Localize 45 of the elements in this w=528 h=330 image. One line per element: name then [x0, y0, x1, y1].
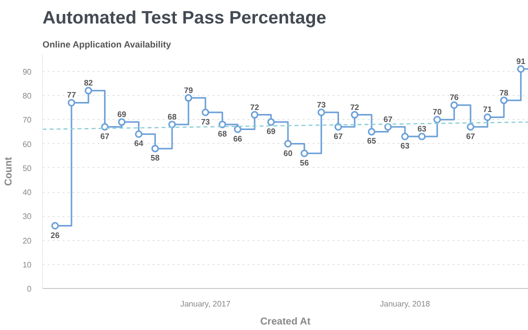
x-tick-label: January, 2018 [380, 300, 431, 308]
data-label: 78 [499, 88, 509, 98]
data-label: 68 [168, 112, 178, 122]
data-label: 58 [150, 154, 160, 163]
y-tick-label: 30 [22, 212, 32, 222]
data-label: 63 [417, 124, 427, 134]
y-axis-title: Count [4, 156, 15, 186]
data-label: 67 [466, 132, 476, 141]
data-label: 72 [350, 102, 360, 112]
y-tick-label: 0 [27, 284, 32, 294]
y-tick-label: 40 [22, 188, 32, 198]
y-tick-label: 90 [22, 67, 32, 76]
data-label: 73 [200, 117, 210, 126]
data-label: 71 [483, 105, 492, 114]
y-tick-label: 70 [22, 116, 32, 125]
data-label: 67 [100, 132, 110, 141]
y-tick-label: 20 [22, 236, 32, 246]
data-label: 73 [316, 100, 326, 110]
data-label: 76 [450, 93, 460, 102]
data-label: 66 [233, 134, 243, 144]
data-label: 79 [184, 86, 194, 95]
y-tick-label: 10 [22, 260, 32, 270]
x-tick-label: January, 2017 [180, 300, 232, 308]
data-label: 69 [117, 110, 127, 120]
data-label: 65 [367, 136, 377, 146]
data-label: 77 [67, 90, 76, 100]
data-label: 69 [266, 127, 276, 136]
y-tick-label: 80 [22, 92, 32, 101]
data-label: 82 [84, 78, 94, 88]
data-label: 72 [250, 102, 260, 112]
data-label: 63 [400, 142, 410, 151]
data-label: 60 [284, 148, 293, 158]
chart-subtitle: Online Application Availability [42, 40, 172, 50]
data-label: 67 [334, 132, 344, 141]
y-tick-label: 60 [22, 140, 32, 149]
data-label: 68 [218, 129, 228, 138]
data-label: 91 [516, 56, 526, 66]
chart-title: Automated Test Pass Percentage [42, 8, 326, 28]
data-label: 56 [300, 158, 310, 168]
x-axis-title: Created At [260, 316, 312, 328]
y-tick-label: 50 [22, 164, 32, 173]
data-label: 70 [432, 108, 442, 117]
data-label: 67 [384, 114, 394, 124]
data-label: 26 [50, 230, 60, 240]
data-label: 64 [134, 139, 144, 148]
